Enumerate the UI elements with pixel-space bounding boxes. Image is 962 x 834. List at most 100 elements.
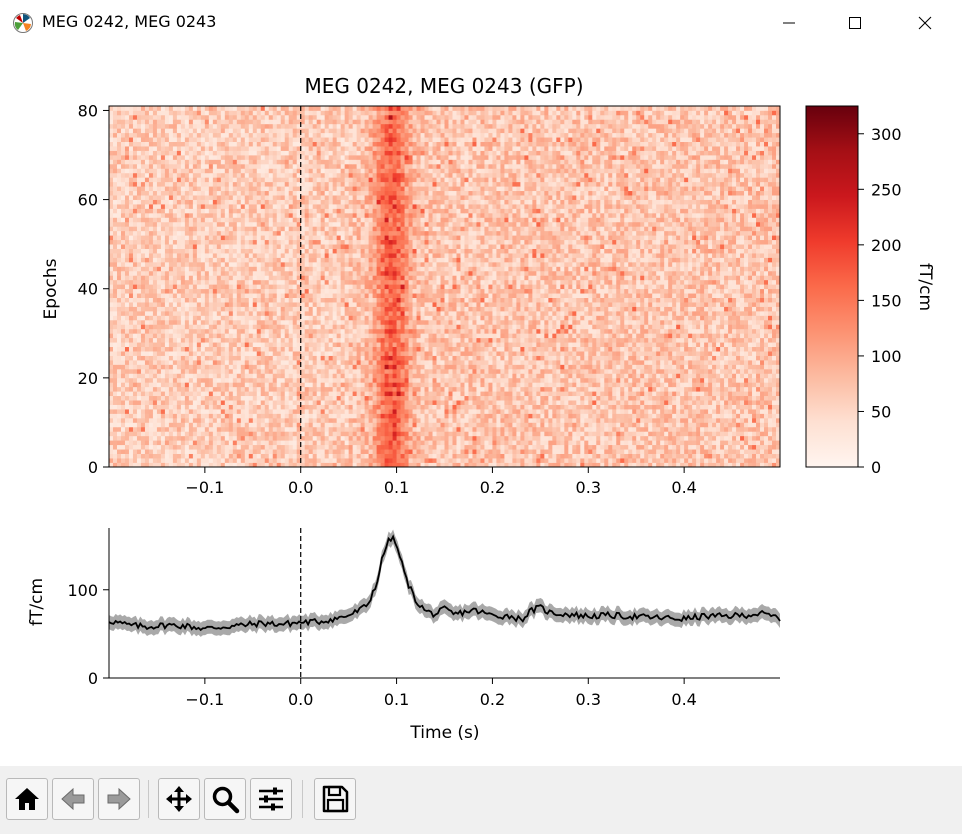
heatmap-cell bbox=[636, 431, 641, 437]
heatmap-cell bbox=[352, 346, 357, 352]
heatmap-cell bbox=[628, 337, 633, 343]
heatmap-cell bbox=[352, 355, 357, 361]
heatmap-cell bbox=[192, 382, 198, 388]
heatmap-cell bbox=[724, 373, 729, 379]
heatmap-cell bbox=[640, 440, 645, 446]
heatmap-cell bbox=[404, 346, 409, 352]
heatmap-cell bbox=[660, 413, 665, 419]
heatmap-cell bbox=[548, 409, 553, 414]
heatmap-cell bbox=[592, 458, 597, 463]
heatmap-cell bbox=[536, 413, 541, 419]
heatmap-cell bbox=[312, 435, 318, 441]
heatmap-cell bbox=[744, 342, 749, 348]
heatmap-cell bbox=[264, 351, 270, 356]
heatmap-cell bbox=[668, 449, 673, 454]
heatmap-cell bbox=[572, 355, 577, 361]
heatmap-cell bbox=[208, 395, 214, 401]
heatmap-cell bbox=[208, 355, 214, 361]
heatmap-cell bbox=[568, 346, 573, 352]
heatmap-cell bbox=[328, 355, 334, 361]
heatmap-cell bbox=[572, 404, 577, 410]
heatmap-cell bbox=[564, 386, 569, 392]
heatmap-cell bbox=[652, 426, 657, 432]
heatmap-cell bbox=[412, 368, 417, 374]
heatmap-cell bbox=[424, 355, 429, 361]
heatmap-cell bbox=[480, 382, 485, 388]
heatmap-cell bbox=[716, 342, 721, 348]
heatmap-cell bbox=[172, 449, 178, 454]
heatmap-cell bbox=[368, 462, 373, 468]
heatmap-cell bbox=[580, 377, 585, 383]
heatmap-cell bbox=[636, 426, 641, 432]
heatmap-cell bbox=[424, 444, 429, 450]
heatmap-cell bbox=[628, 444, 633, 450]
heatmap-cell bbox=[524, 444, 529, 450]
heatmap-cell bbox=[512, 435, 517, 441]
heatmap-cell bbox=[768, 337, 773, 343]
heatmap-cell bbox=[296, 449, 302, 454]
heatmap-cell bbox=[724, 400, 729, 405]
heatmap-cell bbox=[760, 409, 765, 414]
minimize-button[interactable] bbox=[766, 0, 812, 46]
heatmap-cell bbox=[264, 435, 270, 441]
heatmap-cell bbox=[140, 333, 146, 339]
heatmap-cell bbox=[616, 377, 621, 383]
heatmap-cell bbox=[388, 444, 393, 450]
heatmap-cell bbox=[488, 377, 493, 383]
heatmap-cell bbox=[120, 337, 126, 343]
heatmap-cell bbox=[408, 337, 413, 343]
heatmap-cell bbox=[192, 431, 198, 437]
heatmap-cell bbox=[156, 440, 162, 446]
heatmap-cell bbox=[156, 444, 162, 450]
heatmap-cell bbox=[636, 444, 641, 450]
heatmap-cell bbox=[324, 346, 330, 352]
heatmap-cell bbox=[124, 435, 130, 441]
heatmap-cell bbox=[756, 368, 761, 374]
figure-canvas[interactable]: MEG 0242, MEG 0243 (GFP) −0.1 0.0 0.1 0.2 0.… bbox=[0, 46, 962, 766]
heatmap-cell bbox=[576, 440, 581, 446]
heatmap-cell bbox=[296, 413, 302, 419]
close-button[interactable] bbox=[902, 0, 948, 46]
heatmap-cell bbox=[116, 342, 122, 348]
heatmap-cell bbox=[388, 413, 393, 419]
heatmap-cell bbox=[576, 462, 581, 468]
heatmap-cell bbox=[304, 333, 310, 339]
heatmap-cell bbox=[548, 417, 553, 423]
heatmap-cell bbox=[540, 377, 545, 383]
heatmap-cell bbox=[456, 444, 461, 450]
heatmap-cell bbox=[556, 413, 561, 419]
maximize-button[interactable] bbox=[832, 0, 878, 46]
heatmap-cell bbox=[288, 351, 294, 356]
heatmap-cell bbox=[452, 417, 457, 423]
heatmap-cell bbox=[676, 453, 681, 459]
heatmap-cell bbox=[440, 426, 445, 432]
heatmap-cell bbox=[756, 449, 761, 454]
heatmap-cell bbox=[484, 373, 489, 379]
heatmap-cell bbox=[348, 431, 353, 437]
heatmap-cell bbox=[504, 382, 509, 388]
heatmap-cell bbox=[500, 337, 505, 343]
heatmap-cell bbox=[176, 453, 182, 459]
heatmap-cell bbox=[152, 404, 158, 410]
heatmap-cell bbox=[240, 391, 246, 397]
heatmap-cell bbox=[596, 444, 601, 450]
heatmap-cell bbox=[316, 422, 322, 428]
heatmap-cell bbox=[564, 373, 569, 379]
heatmap-cell bbox=[536, 462, 541, 468]
heatmap-cell bbox=[532, 391, 537, 397]
heatmap-cells bbox=[109, 106, 781, 468]
heatmap-cell bbox=[228, 458, 234, 463]
heatmap-cell bbox=[520, 444, 525, 450]
heatmap-cell bbox=[188, 426, 194, 432]
heatmap-cell bbox=[416, 440, 421, 446]
heatmap-cell bbox=[148, 364, 154, 370]
epochs-image-panel[interactable]: MEG 0242, MEG 0243 (GFP) −0.1 0.0 0.1 0.2 0.… bbox=[41, 74, 781, 497]
heatmap-cell bbox=[716, 346, 721, 352]
heatmap-cell bbox=[404, 360, 409, 365]
heatmap-cell bbox=[544, 400, 549, 405]
heatmap-cell bbox=[304, 395, 310, 401]
heatmap-cell bbox=[496, 409, 501, 414]
heatmap-cell bbox=[516, 417, 521, 423]
heatmap-cell bbox=[748, 426, 753, 432]
heatmap-cell bbox=[176, 409, 182, 414]
